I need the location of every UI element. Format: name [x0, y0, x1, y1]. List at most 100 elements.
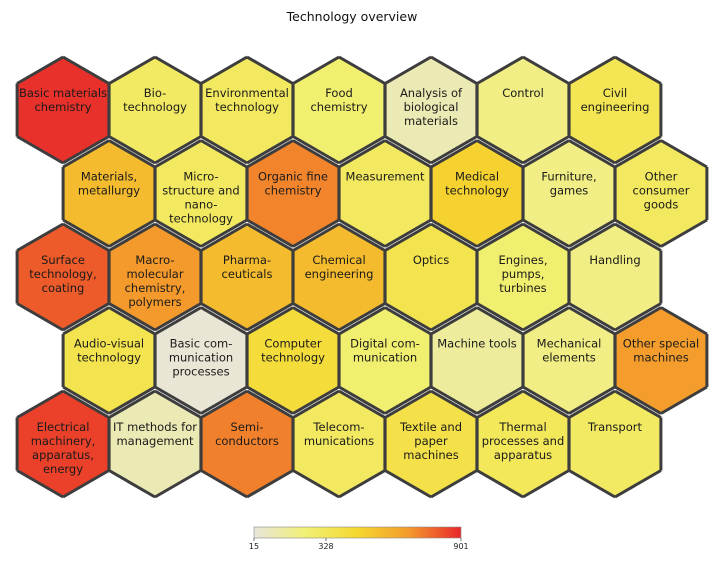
hex-cell-label: apparatus [494, 448, 552, 462]
hex-cell-label: turbines [499, 281, 546, 295]
hex-cell-label: Pharma- [223, 253, 271, 267]
hex-cell-label: structure and [162, 184, 239, 198]
group-border [15, 55, 387, 332]
hex-cell-label: Organic fine [258, 170, 328, 184]
hex-cell-label: molecular [126, 267, 183, 281]
hex-cell-label: Machine tools [437, 337, 517, 351]
hex-cell-label: Computer [264, 337, 321, 351]
hex-cell-label: technology [215, 100, 279, 114]
hex-cell-label: Semi- [231, 420, 264, 434]
hex-cell-label: processes [172, 365, 229, 379]
hex-cell-label: Telecom- [312, 420, 364, 434]
hex-cell-label: technology [123, 100, 187, 114]
hex-cell-label: management [116, 434, 194, 448]
hex-cell-label: processes and [482, 434, 565, 448]
hex-cell-label: technology, [29, 267, 97, 281]
hex-cell-label: chemistry, [125, 281, 186, 295]
group-border [383, 222, 709, 499]
hex-cell-label: Electrical [37, 420, 90, 434]
hex-cell-label: Handling [589, 253, 640, 267]
hex-cell-label: nano- [184, 198, 217, 212]
hex-cell-label: Engines, [498, 253, 547, 267]
hex-cell-label: Digital com- [350, 337, 420, 351]
hex-cell-label: Environmental [205, 86, 289, 100]
hex-cell-label: coating [42, 281, 85, 295]
hex-cell-label: metallurgy [78, 184, 140, 198]
hex-cell-label: Other [645, 170, 678, 184]
hex-cell-label: energy [43, 462, 83, 476]
hex-cell-label: Thermal [498, 420, 546, 434]
hex-cell-label: pumps, [502, 267, 545, 281]
hex-cell-label: Macro- [135, 253, 174, 267]
colorbar-label-min: 15 [249, 542, 259, 551]
colorbar: 15 328 901 [249, 526, 469, 551]
colorbar-label-mid: 328 [318, 542, 333, 551]
hex-cell: Furniture,games [522, 139, 616, 248]
hex-cell-label: chemistry [34, 100, 91, 114]
hex-cell-label: munication [169, 351, 233, 365]
hex-cell-label: Medical [455, 170, 499, 184]
hex-cell-label: Control [502, 86, 544, 100]
hex-cell-label: Furniture, [541, 170, 596, 184]
hex-cell-label: paper [414, 434, 448, 448]
hex-cell-label: consumer [633, 184, 690, 198]
hex-cell-label: biological [404, 100, 459, 114]
colorbar-label-max: 901 [453, 542, 468, 551]
group-border [337, 55, 571, 332]
group-borders [15, 55, 709, 499]
hex-cells: Basic materialschemistryBio-technologyEn… [16, 56, 708, 498]
hex-cell-label: games [550, 184, 589, 198]
hex-cell-label: engineering [581, 100, 650, 114]
hex-cell: Materials,metallurgy [62, 139, 156, 248]
hex-cell-label: elements [542, 351, 595, 365]
hex-cell-label: apparatus, [32, 448, 94, 462]
hex-cell-label: IT methods for [113, 420, 197, 434]
hex-cell-label: Measurement [346, 170, 425, 184]
hex-cell-label: Civil [603, 86, 627, 100]
hex-cell-label: technology [77, 351, 141, 365]
hex-cell-label: polymers [128, 295, 181, 309]
hex-cell-label: chemistry [264, 184, 321, 198]
hex-cell-label: machines [403, 448, 458, 462]
hex-cell-label: goods [644, 198, 679, 212]
hex-cell-label: Food [325, 86, 353, 100]
hex-cell-label: machinery, [31, 434, 96, 448]
hex-cell-label: machines [633, 351, 688, 365]
hex-cell-label: conductors [215, 434, 279, 448]
hex-cell-label: Mechanical [537, 337, 602, 351]
hex-cell-label: munication [353, 351, 417, 365]
hex-cell-label: ceuticals [222, 267, 273, 281]
hex-cell-label: Basic materials [19, 86, 107, 100]
hex-cell-label: technology [169, 212, 233, 226]
hex-cell-label: Bio- [144, 86, 166, 100]
hex-cell-label: Basic com- [170, 337, 233, 351]
hex-cell: Telecom-munications [292, 390, 386, 498]
group-border [521, 55, 709, 248]
hex-cell-label: technology [445, 184, 509, 198]
hex-cell-label: Chemical [312, 253, 365, 267]
colorbar-rect [253, 526, 462, 539]
hex-cell-label: Surface [41, 253, 85, 267]
chart-title: Technology overview [286, 9, 418, 24]
hex-cell-label: materials [404, 114, 458, 128]
hex-cell-label: Analysis of [400, 86, 463, 100]
hex-cell-label: Micro- [183, 170, 218, 184]
hex-cell-label: Transport [587, 420, 642, 434]
hex-cell: Handling [568, 223, 662, 331]
hex-cell-label: Materials, [81, 170, 137, 184]
hex-cell-label: munications [304, 434, 374, 448]
hex-cell-label: technology [261, 351, 325, 365]
hex-cell-label: Other special [623, 337, 699, 351]
hex-cell: Pharma-ceuticals [200, 223, 294, 331]
hex-cell-label: Optics [413, 253, 449, 267]
hex-cell-label: Audio-visual [74, 337, 144, 351]
